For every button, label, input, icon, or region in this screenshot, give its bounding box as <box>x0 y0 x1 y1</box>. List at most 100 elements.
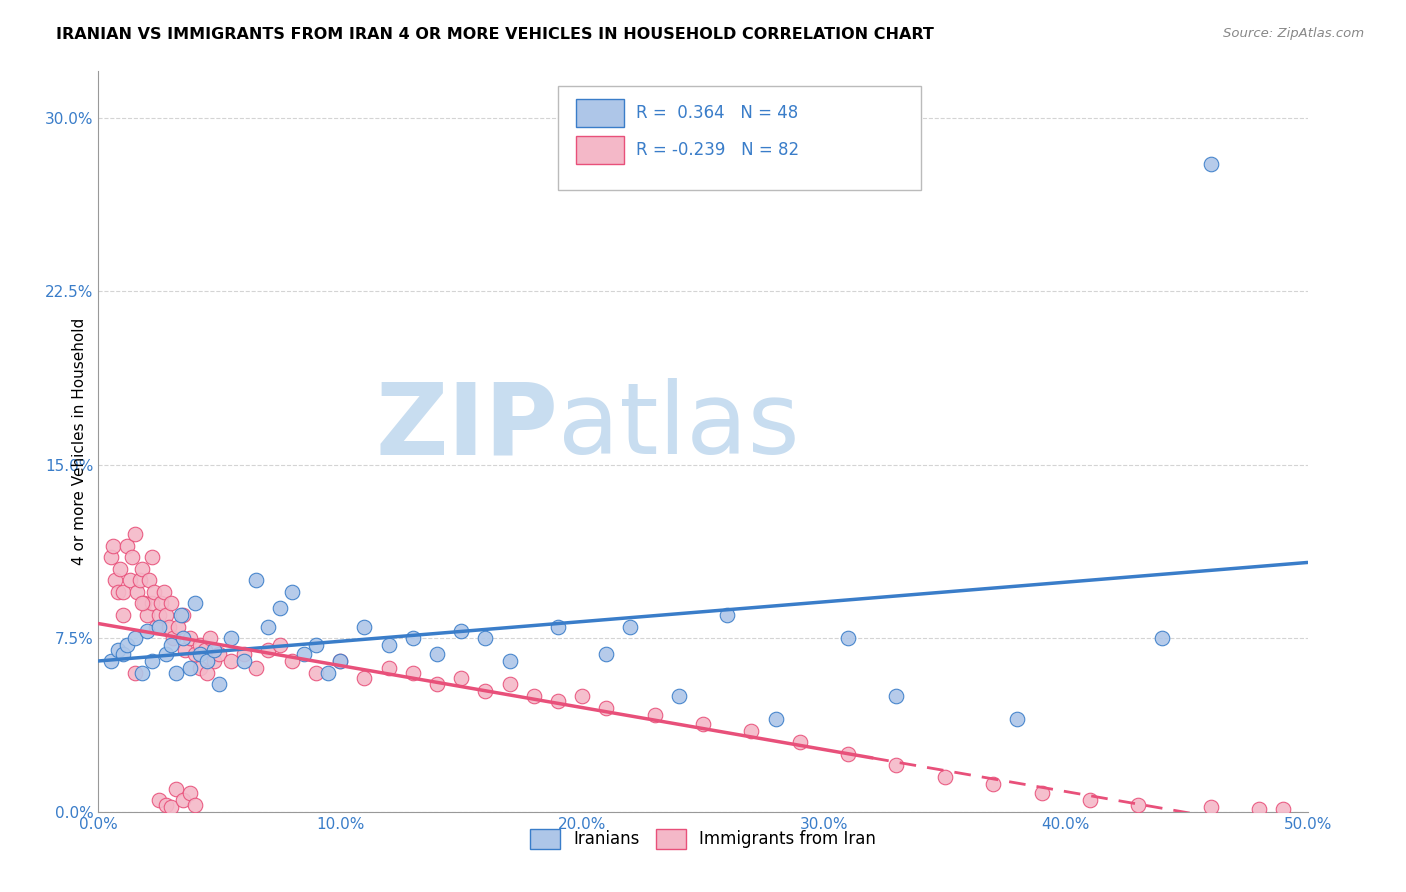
Point <box>474 631 496 645</box>
Point <box>837 747 859 761</box>
Point <box>135 608 157 623</box>
Point <box>981 777 1004 791</box>
Point <box>208 677 231 691</box>
Point <box>316 665 339 680</box>
Point <box>204 642 226 657</box>
Point <box>131 562 153 576</box>
Point <box>765 712 787 726</box>
Point <box>595 700 617 714</box>
Point <box>148 608 170 623</box>
Point <box>162 631 184 645</box>
Point <box>716 608 738 623</box>
Point <box>179 661 201 675</box>
Point <box>165 665 187 680</box>
Point <box>195 665 218 680</box>
Text: R = -0.239   N = 82: R = -0.239 N = 82 <box>637 141 800 159</box>
FancyBboxPatch shape <box>576 99 624 127</box>
Point <box>1249 802 1271 816</box>
Point <box>184 648 207 662</box>
Point <box>256 619 278 633</box>
Point <box>204 654 226 668</box>
Point <box>100 654 122 668</box>
Point <box>107 642 129 657</box>
Point <box>402 631 425 645</box>
Point <box>155 608 177 623</box>
Point <box>174 642 197 657</box>
Point <box>1128 797 1150 812</box>
Point <box>138 574 160 588</box>
Point <box>353 671 375 685</box>
Point <box>157 619 180 633</box>
Point <box>619 619 641 633</box>
Point <box>595 648 617 662</box>
Point <box>111 648 134 662</box>
Legend: Iranians, Immigrants from Iran: Iranians, Immigrants from Iran <box>523 822 883 855</box>
Text: R =  0.364   N = 48: R = 0.364 N = 48 <box>637 103 799 122</box>
Point <box>1078 793 1101 807</box>
Point <box>141 550 163 565</box>
Point <box>377 638 399 652</box>
Point <box>135 624 157 639</box>
Point <box>498 654 520 668</box>
Point <box>245 574 267 588</box>
Point <box>232 654 254 668</box>
Point <box>150 597 173 611</box>
Point <box>571 689 593 703</box>
Point <box>194 642 217 657</box>
Point <box>124 527 146 541</box>
Point <box>281 585 304 599</box>
Point <box>1152 631 1174 645</box>
Point <box>101 539 124 553</box>
Point <box>256 642 278 657</box>
Point <box>450 624 472 639</box>
Point <box>329 654 352 668</box>
Point <box>329 654 352 668</box>
Point <box>111 608 134 623</box>
Point <box>450 671 472 685</box>
Point <box>292 648 315 662</box>
Point <box>837 631 859 645</box>
Point <box>148 793 170 807</box>
Point <box>141 597 163 611</box>
Point <box>221 631 243 645</box>
Text: ZIP: ZIP <box>375 378 558 475</box>
Text: atlas: atlas <box>558 378 800 475</box>
Point <box>886 758 908 772</box>
Point <box>1272 802 1295 816</box>
Point <box>145 619 167 633</box>
Point <box>165 781 187 796</box>
Text: Source: ZipAtlas.com: Source: ZipAtlas.com <box>1223 27 1364 40</box>
Point <box>353 619 375 633</box>
Point <box>188 661 211 675</box>
Point <box>221 654 243 668</box>
Point <box>134 597 156 611</box>
Point <box>232 648 254 662</box>
Point <box>131 665 153 680</box>
Point <box>104 574 127 588</box>
Y-axis label: 4 or more Vehicles in Household: 4 or more Vehicles in Household <box>72 318 87 566</box>
Point <box>152 585 174 599</box>
Point <box>1199 800 1222 814</box>
Point <box>155 797 177 812</box>
Point <box>160 638 183 652</box>
Point <box>108 562 131 576</box>
Point <box>668 689 690 703</box>
Point <box>141 654 163 668</box>
Point <box>184 597 207 611</box>
Point <box>195 654 218 668</box>
FancyBboxPatch shape <box>558 87 921 190</box>
Point <box>198 631 221 645</box>
Point <box>184 797 207 812</box>
Point <box>128 574 150 588</box>
Point <box>124 665 146 680</box>
Text: IRANIAN VS IMMIGRANTS FROM IRAN 4 OR MORE VEHICLES IN HOUSEHOLD CORRELATION CHAR: IRANIAN VS IMMIGRANTS FROM IRAN 4 OR MOR… <box>56 27 934 42</box>
Point <box>169 608 191 623</box>
FancyBboxPatch shape <box>576 136 624 164</box>
Point <box>148 619 170 633</box>
Point <box>305 638 328 652</box>
Point <box>377 661 399 675</box>
Point <box>172 631 194 645</box>
Point <box>281 654 304 668</box>
Point <box>179 786 201 800</box>
Point <box>127 585 149 599</box>
